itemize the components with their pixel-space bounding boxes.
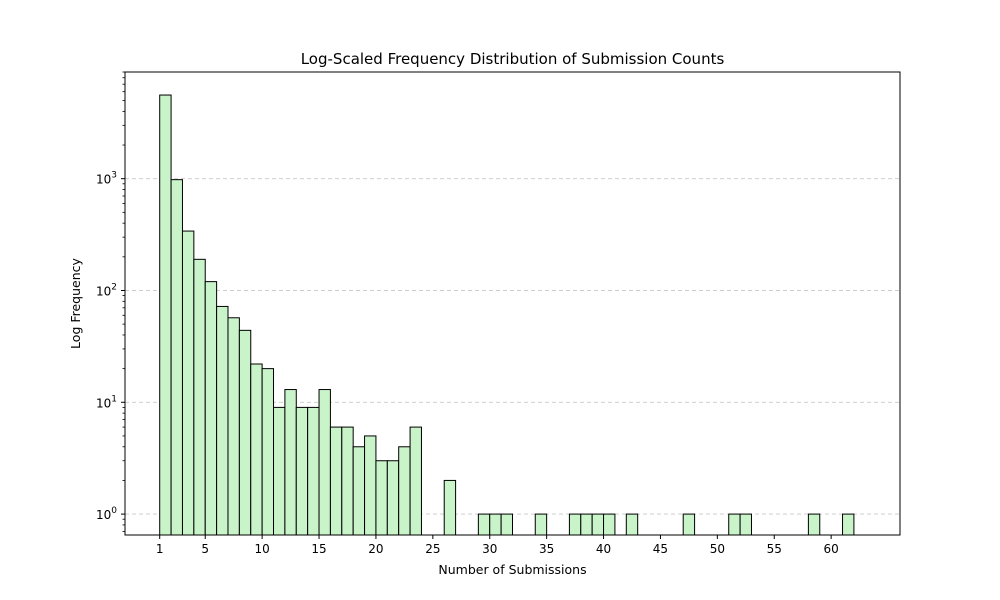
y-tick-label: 102 xyxy=(96,282,117,298)
histogram-bar xyxy=(216,305,229,536)
y-axis-label: Log Frequency xyxy=(68,257,83,348)
histogram-bar xyxy=(261,368,275,536)
histogram-bar xyxy=(341,426,354,536)
histogram-bar xyxy=(204,281,218,536)
histogram-bar xyxy=(625,513,639,536)
histogram-bar xyxy=(238,329,252,536)
histogram-bar xyxy=(682,513,696,536)
histogram-bar xyxy=(568,513,582,536)
histogram-bar xyxy=(352,446,366,536)
histogram-bar xyxy=(807,513,821,536)
histogram-bar xyxy=(477,513,491,536)
x-axis-ticks: 1 5 10 15 20 25 30 35 40 45 50 55 60 xyxy=(156,535,839,556)
histogram-bar xyxy=(443,479,457,536)
x-tick-label: 40 xyxy=(596,542,611,556)
histogram-bar xyxy=(273,406,286,536)
histogram-bar xyxy=(364,435,377,536)
histogram-bar xyxy=(409,426,422,536)
x-tick-label: 5 xyxy=(201,542,209,556)
histogram-bar xyxy=(181,230,195,536)
histogram-bar xyxy=(489,513,502,536)
chart-title: Log-Scaled Frequency Distribution of Sub… xyxy=(301,50,725,68)
x-tick-label: 10 xyxy=(254,542,269,556)
histogram-bar xyxy=(500,513,514,536)
x-tick-label: 30 xyxy=(482,542,497,556)
histogram-bar xyxy=(591,513,605,536)
plot-frame xyxy=(124,71,901,536)
histogram-bar xyxy=(307,406,320,536)
histogram-bar xyxy=(170,179,183,536)
bars xyxy=(159,94,855,536)
histogram-bar xyxy=(739,513,752,536)
histogram-bar xyxy=(284,389,297,536)
histogram-bar xyxy=(728,513,741,536)
histogram-bar xyxy=(375,460,388,536)
x-tick-label: 50 xyxy=(710,542,725,556)
histogram-bar xyxy=(534,513,548,536)
y-tick-label: 101 xyxy=(96,394,117,410)
histogram-bar xyxy=(386,460,400,536)
x-axis-label: Number of Submissions xyxy=(438,562,586,577)
histogram-bar xyxy=(318,389,331,536)
histogram-bar xyxy=(295,406,309,536)
x-tick-label: 55 xyxy=(767,542,782,556)
x-tick-label: 20 xyxy=(368,542,383,556)
x-tick-label: 15 xyxy=(311,542,326,556)
x-tick-label: 1 xyxy=(156,542,164,556)
histogram-bar xyxy=(227,317,240,536)
histogram-bar xyxy=(398,446,411,536)
histogram-bar xyxy=(580,513,593,536)
histogram-bar xyxy=(329,426,343,536)
histogram-bar xyxy=(842,513,855,536)
histogram-bar xyxy=(250,363,263,536)
x-tick-label: 35 xyxy=(539,542,554,556)
y-tick-label: 100 xyxy=(96,506,117,522)
y-tick-label: 103 xyxy=(96,171,117,187)
x-tick-label: 60 xyxy=(824,542,839,556)
histogram-bar xyxy=(193,258,206,536)
histogram-bar xyxy=(603,513,616,536)
y-axis-ticks: 100 101 102 103 xyxy=(96,71,125,532)
x-tick-label: 45 xyxy=(653,542,668,556)
x-tick-label: 25 xyxy=(425,542,440,556)
histogram-bar xyxy=(159,94,172,536)
